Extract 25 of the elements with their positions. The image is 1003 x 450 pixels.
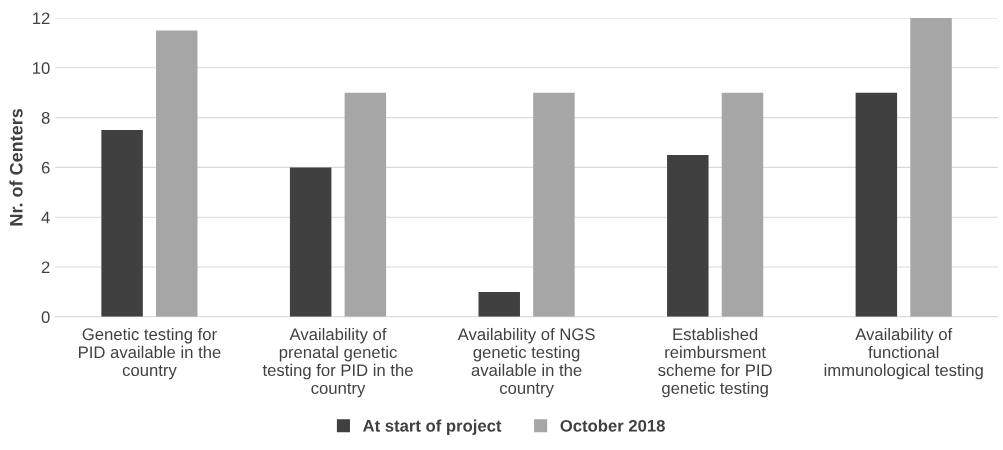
- bar: [156, 30, 198, 317]
- y-tick-label: 12: [33, 12, 50, 25]
- legend-label: At start of project: [363, 419, 502, 435]
- x-tick-label: Established reimbursment scheme for PID genetic testing: [658, 327, 772, 398]
- y-tick-label: 10: [33, 62, 50, 74]
- x-tick-label: Genetic testing for PID available in the country: [79, 327, 221, 380]
- y-tick-label: 0: [41, 311, 50, 323]
- bar: [344, 92, 387, 317]
- bar: [289, 167, 332, 317]
- y-tick-label: 2: [41, 261, 50, 274]
- bar: [855, 92, 898, 317]
- y-axis-title: Nr. of Centers: [9, 108, 23, 226]
- y-tick-label: 4: [41, 211, 50, 224]
- y-tick-label: 8: [41, 112, 50, 124]
- bar: [667, 154, 709, 317]
- bar: [721, 92, 764, 317]
- bar: [101, 130, 143, 317]
- x-tick-label: Availability of functional immunological testing: [824, 327, 983, 380]
- bar: [478, 291, 520, 317]
- x-tick-label: Availability of NGS genetic testing available in the country: [457, 327, 595, 398]
- y-tick-label: 6: [41, 161, 50, 174]
- bar: [533, 92, 575, 317]
- x-tick-label: Availability of prenatal genetic testing for PID in the country: [262, 327, 413, 398]
- legend-label: October 2018: [560, 419, 665, 432]
- bar: [910, 18, 952, 317]
